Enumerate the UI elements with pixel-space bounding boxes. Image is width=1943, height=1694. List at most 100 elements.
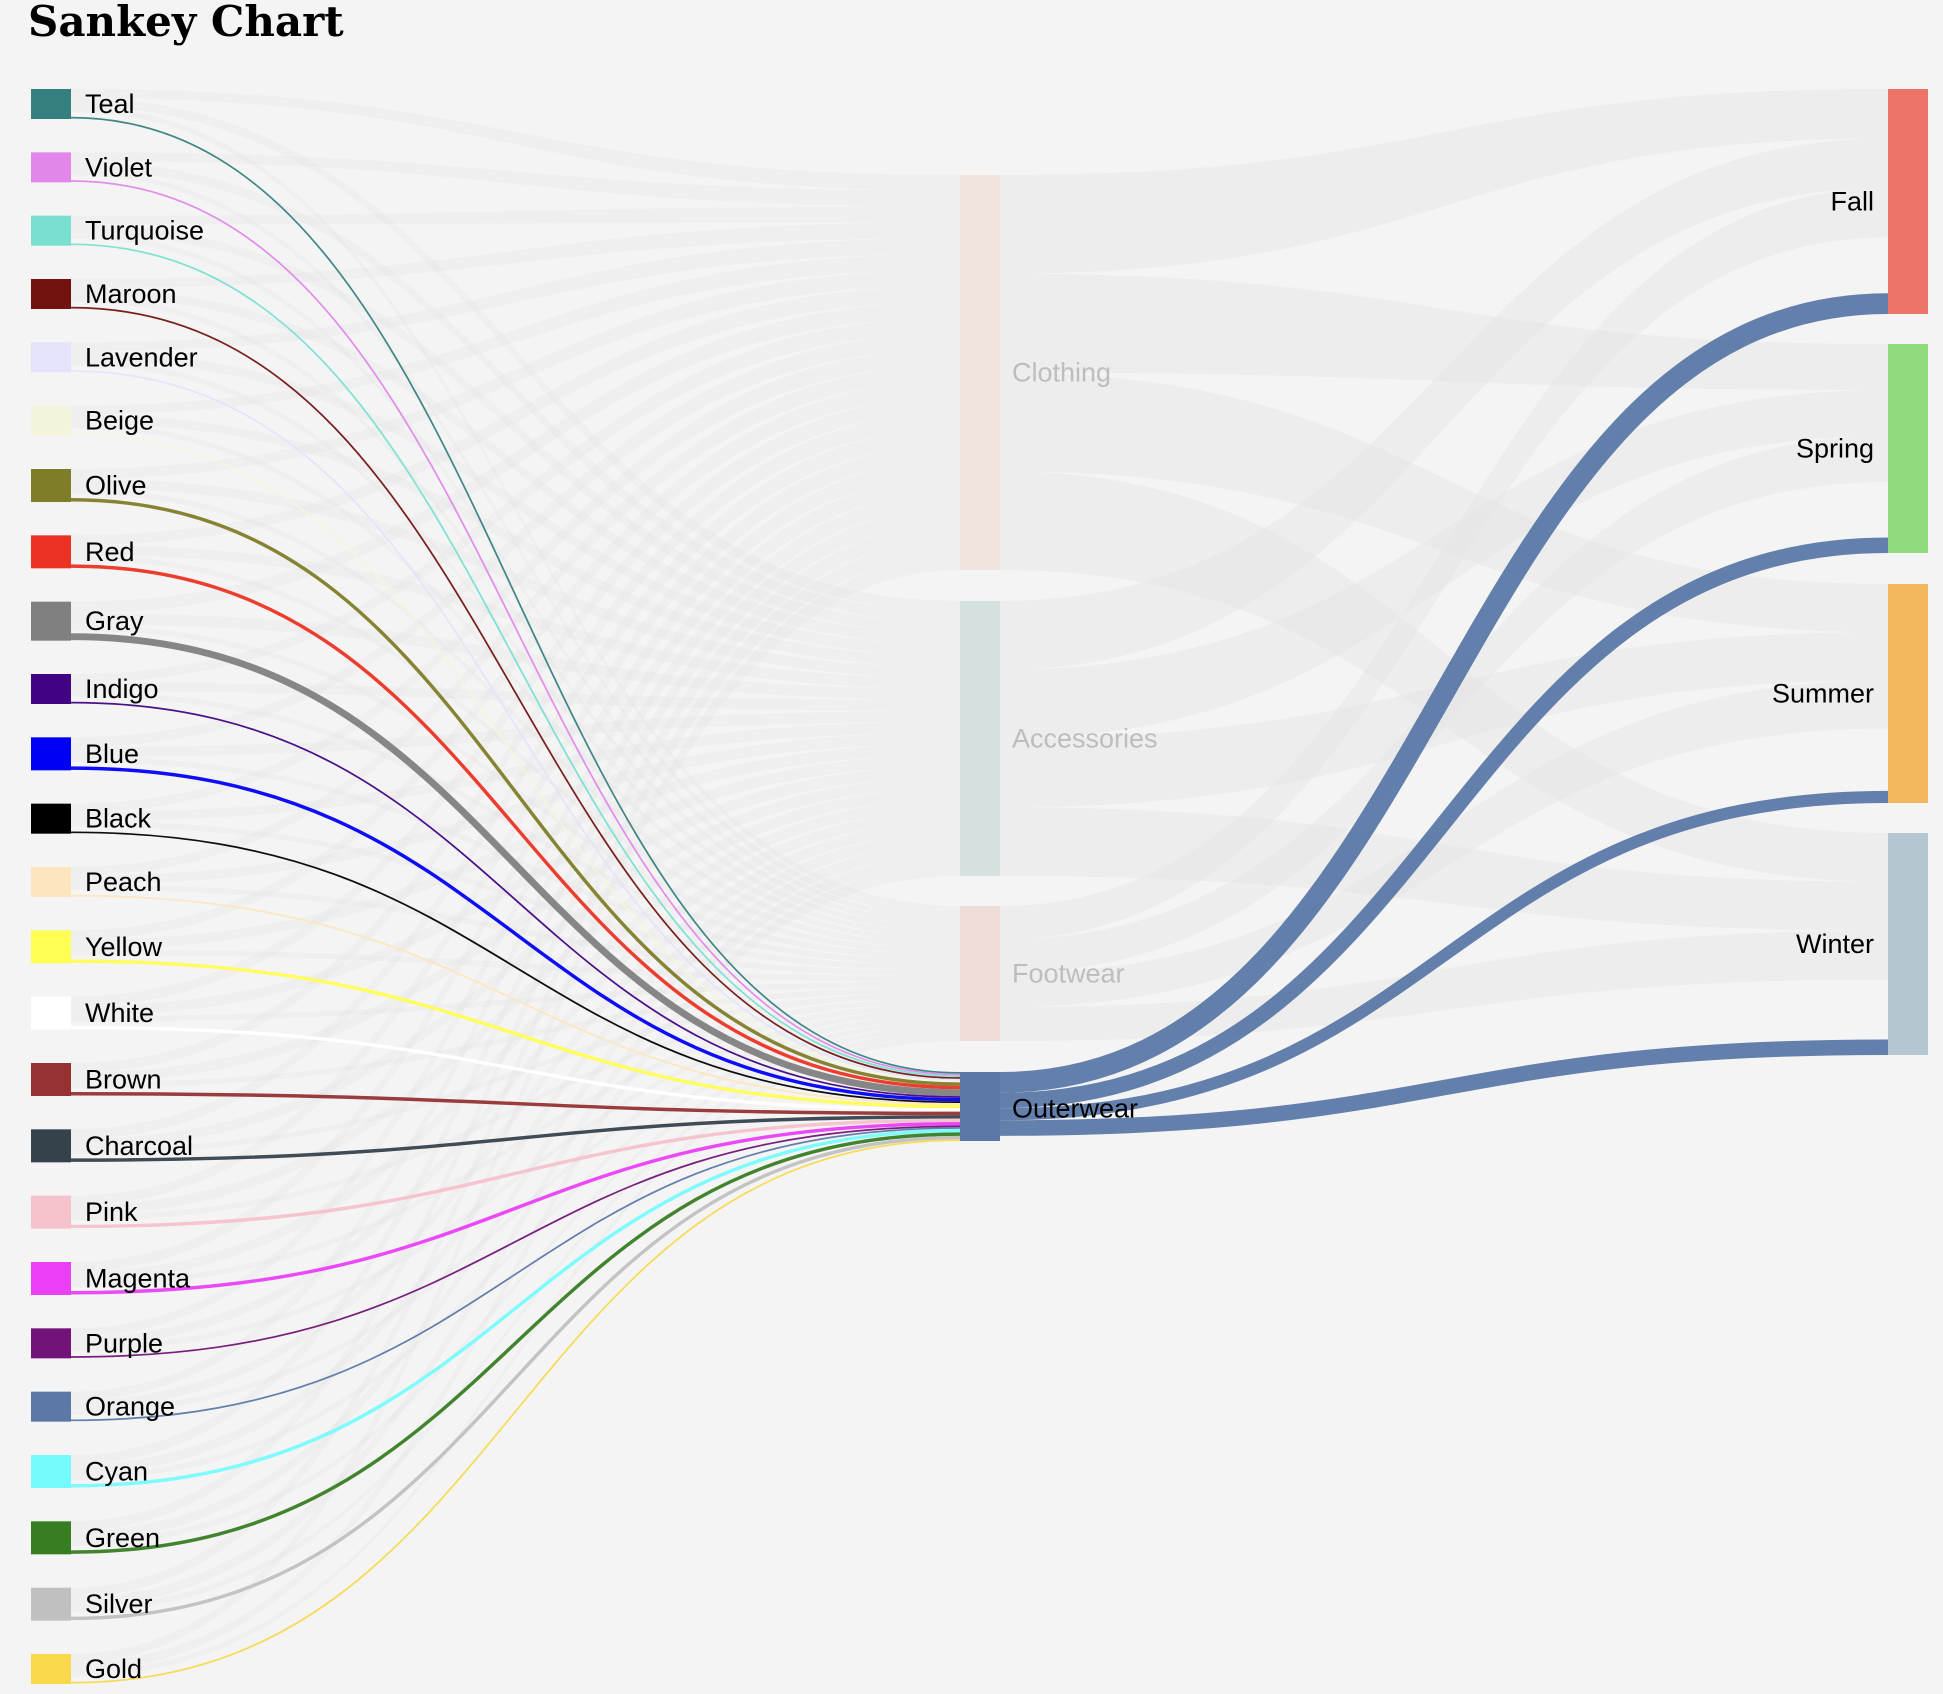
link-violet-clothing [71, 152, 960, 207]
node-olive [31, 469, 71, 502]
label-violet: Violet [85, 152, 153, 182]
link-violet-footwear [71, 169, 960, 917]
node-cyan [31, 1455, 71, 1488]
link-pink-accessories [71, 788, 960, 1215]
link-peach-outerwear [70, 894, 961, 1105]
label-teal: Teal [85, 89, 135, 119]
link-gray-accessories [71, 613, 960, 700]
link-yellow-footwear [71, 949, 960, 982]
link-indigo-accessories [71, 682, 960, 711]
link-cyan-outerwear [70, 1128, 961, 1488]
node-pink [31, 1195, 71, 1229]
link-pink-footwear [71, 997, 960, 1221]
link-cyan-clothing [71, 506, 960, 1465]
link-peach-clothing [71, 364, 960, 876]
label-white: White [85, 998, 154, 1028]
link-gold-footwear [71, 1035, 960, 1677]
link-cyan-footwear [71, 1019, 960, 1480]
node-footwear [960, 906, 1000, 1041]
node-summer [1888, 584, 1928, 803]
link-lavender-accessories [71, 351, 960, 656]
node-labels: Teal Violet Turquoise Maroon Lavender Beige Ol… [85, 89, 1874, 1684]
link-silver-accessories [71, 854, 960, 1607]
link-teal-accessories [71, 97, 960, 612]
link-white-outerwear [70, 1025, 961, 1112]
link-teal-footwear [71, 106, 960, 912]
link-charcoal-outerwear [70, 1115, 961, 1162]
link-orange-accessories [71, 821, 960, 1409]
link-gray-clothing [71, 301, 960, 614]
link-gray-outerwear [70, 633, 961, 1097]
chart-title: Sankey Chart [28, 0, 344, 46]
link-white-clothing [71, 396, 960, 1007]
label-clothing: Clothing [1012, 358, 1111, 388]
link-white-footwear [71, 981, 960, 1022]
link-turquoise-clothing [71, 206, 960, 225]
link-red-footwear [71, 554, 960, 950]
link-black-outerwear [70, 831, 961, 1104]
label-orange: Orange [85, 1392, 175, 1422]
node-magenta [31, 1262, 71, 1295]
link-white-accessories [71, 755, 960, 1016]
label-black: Black [85, 804, 152, 834]
node-black [31, 803, 71, 834]
link-clothing-spring [1000, 273, 1888, 390]
link-charcoal-footwear [71, 992, 960, 1155]
link-charcoal-accessories [71, 777, 960, 1149]
label-blue: Blue [85, 739, 139, 769]
link-orange-footwear [71, 1014, 960, 1415]
node-purple [31, 1328, 71, 1359]
node-orange [31, 1391, 71, 1422]
link-gold-accessories [71, 865, 960, 1672]
link-black-accessories [71, 722, 960, 821]
link-accessories-spring [1000, 389, 1888, 739]
link-teal-clothing [71, 89, 960, 191]
link-outerwear-summer [999, 790, 1889, 1121]
highlighted-links [70, 116, 1889, 1684]
node-blue [31, 737, 71, 771]
node-accessories [960, 601, 1000, 876]
link-gold-clothing [71, 554, 960, 1663]
node-green [31, 1521, 71, 1555]
label-gold: Gold [85, 1654, 142, 1684]
label-spring: Spring [1796, 434, 1874, 464]
link-beige-clothing [71, 254, 960, 415]
link-turquoise-accessories [71, 224, 960, 635]
link-indigo-outerwear [70, 701, 961, 1098]
label-purple: Purple [85, 1328, 163, 1358]
link-gold-outerwear [70, 1139, 961, 1684]
link-red-accessories [71, 545, 960, 689]
link-green-clothing [71, 522, 960, 1531]
link-green-accessories [71, 843, 960, 1541]
link-clothing-summer [1000, 372, 1888, 633]
link-purple-accessories [71, 810, 960, 1346]
label-peach: Peach [85, 867, 162, 897]
link-olive-accessories [71, 478, 960, 678]
link-red-outerwear [70, 564, 961, 1090]
link-purple-footwear [71, 1008, 960, 1352]
link-purple-clothing [71, 475, 960, 1337]
link-maroon-clothing [71, 222, 960, 288]
label-footwear: Footwear [1012, 959, 1125, 989]
link-outerwear-winter [999, 1039, 1889, 1136]
node-peach [31, 867, 71, 897]
label-winter: Winter [1796, 929, 1874, 959]
link-green-outerwear [70, 1132, 961, 1554]
node-clothing [960, 175, 1000, 570]
node-red [31, 535, 71, 569]
link-violet-accessories [71, 161, 960, 623]
link-purple-outerwear [70, 1125, 961, 1358]
link-footwear-fall [1000, 188, 1888, 940]
node-gold [31, 1654, 71, 1684]
link-brown-accessories [71, 766, 960, 1083]
link-accessories-winter [1000, 807, 1888, 931]
link-peach-footwear [71, 884, 960, 977]
node-outerwear [960, 1072, 1000, 1141]
label-gray: Gray [85, 606, 144, 636]
link-beige-footwear [71, 423, 960, 939]
background-links [71, 89, 1888, 1677]
link-orange-clothing [71, 491, 960, 1401]
link-lavender-clothing [71, 238, 960, 351]
label-brown: Brown [85, 1065, 162, 1095]
link-cyan-accessories [71, 832, 960, 1475]
